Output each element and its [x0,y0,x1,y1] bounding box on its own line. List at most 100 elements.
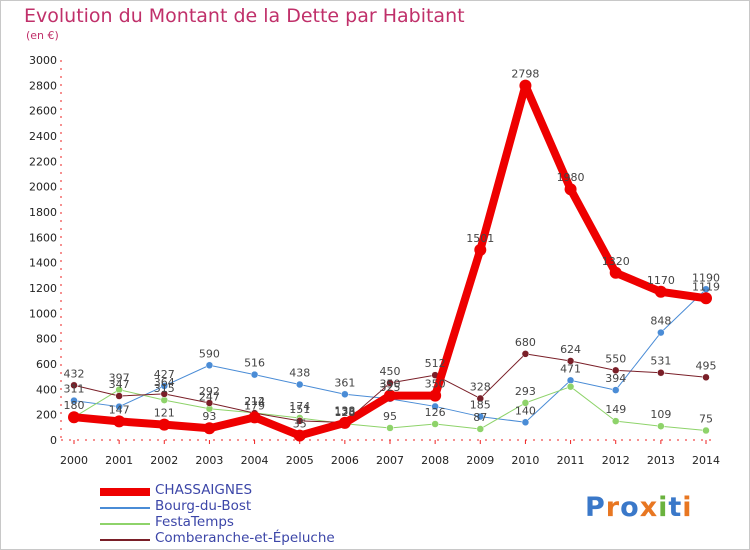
data-label: 214 [244,395,265,408]
data-label: 364 [154,376,175,389]
y-tick-label: 600 [36,358,57,371]
legend-label: Bourg-du-Bost [155,498,252,514]
data-label: 247 [199,391,220,404]
x-tick-label: 2014 [692,454,720,467]
data-point [160,390,169,398]
logo-letter: o [620,492,640,523]
data-point [158,418,171,431]
y-tick-label: 0 [50,434,57,447]
data-label: 848 [650,315,671,328]
legend-swatch [100,539,150,541]
data-label: 35 [293,418,307,431]
logo-letter: r [605,492,621,523]
logo-letter: t [668,492,683,523]
data-point [476,412,485,421]
data-label: 149 [605,403,626,416]
data-point [474,243,487,256]
data-label: 361 [334,376,355,389]
data-label: 121 [154,407,175,420]
data-label: 185 [470,399,491,412]
data-label: 1190 [692,271,720,284]
data-label: 180 [64,399,85,412]
data-point [657,328,665,337]
data-point [521,350,530,358]
x-tick-label: 2008 [421,454,449,467]
x-tick-label: 2002 [150,454,178,467]
x-tick-label: 2006 [331,454,359,467]
data-point [611,386,620,394]
data-label: 394 [605,372,626,385]
data-point [429,389,442,402]
data-label: 471 [560,362,581,375]
data-label: 315 [154,382,175,395]
data-point [115,392,123,400]
data-label: 93 [202,410,216,423]
x-tick-label: 2003 [195,454,223,467]
data-point [609,266,622,279]
data-label: 135 [334,405,355,418]
data-label: 427 [154,368,175,381]
data-label: 450 [380,365,401,378]
y-tick-label: 2000 [29,181,57,194]
data-label: 1501 [466,232,494,245]
logo-letter: P [585,492,606,523]
data-label: 531 [650,355,671,368]
data-point [386,424,394,432]
data-label: 151 [289,403,310,416]
legend-swatch [100,523,150,525]
data-point [295,380,304,389]
y-tick-label: 1000 [29,307,57,320]
data-point [250,370,259,379]
data-point [160,396,169,404]
data-point [70,381,78,390]
data-label: 512 [425,357,446,370]
x-tick-label: 2013 [647,454,675,467]
legend-swatch [100,507,150,509]
data-point [205,399,214,407]
data-label: 212 [244,395,265,408]
data-point [70,396,78,405]
logo-letter: i [682,492,693,523]
data-point [431,420,439,428]
chart-subtitle: (en €) [26,29,59,42]
data-point [341,390,349,399]
legend-swatch [100,488,150,496]
data-label: 550 [605,352,626,365]
legend-label: FestaTemps [155,514,234,530]
x-tick-label: 2007 [376,454,404,467]
data-label: 75 [699,413,713,426]
logo-letter: x [639,492,659,523]
data-label: 140 [515,404,536,417]
x-tick-label: 2001 [105,454,133,467]
data-label: 516 [244,357,265,370]
data-label: 109 [650,408,671,421]
y-tick-label: 1400 [29,257,57,270]
data-point [564,183,577,196]
data-label: 590 [199,347,220,360]
data-label: 138 [334,405,355,418]
data-label: 147 [109,403,130,416]
data-label: 328 [470,380,491,393]
y-tick-label: 2400 [29,130,57,143]
data-label: 95 [383,410,397,423]
chart-title: Evolution du Montant de la Dette par Hab… [24,5,465,27]
data-point [521,399,530,407]
x-tick-label: 2005 [286,454,314,467]
y-tick-label: 1200 [29,282,57,295]
data-point [384,389,396,402]
y-tick-label: 200 [36,409,57,422]
data-point [566,357,575,365]
data-label: 1320 [602,255,630,268]
data-label: 126 [425,406,446,419]
data-label: 293 [515,385,536,398]
data-label: 680 [515,336,536,349]
data-point [654,285,667,298]
data-label: 2798 [511,68,539,81]
data-point [386,379,394,387]
data-label: 1119 [692,280,720,293]
y-tick-label: 2200 [29,155,57,168]
data-point [205,361,214,370]
data-point [702,373,710,382]
data-point [476,425,485,433]
